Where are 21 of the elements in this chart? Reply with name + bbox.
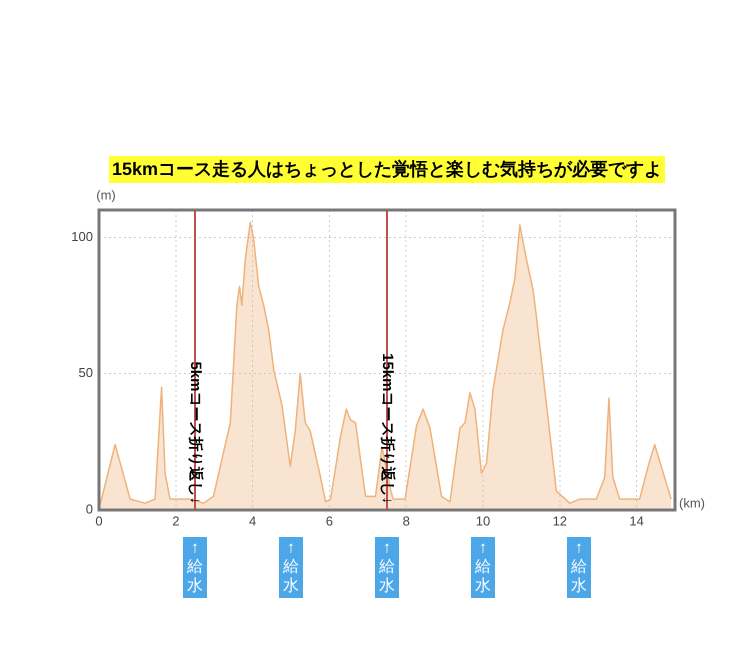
y-tick-label: 50 bbox=[78, 365, 93, 380]
x-tick-label: 14 bbox=[629, 513, 644, 528]
chart-title: 15kmコース走る人はちょっとした覚悟と楽しむ気持ちが必要ですよ bbox=[112, 158, 662, 179]
x-tick-label: 4 bbox=[248, 513, 256, 528]
x-tick-label: 6 bbox=[326, 513, 334, 528]
x-tick-label: 8 bbox=[402, 513, 410, 528]
y-tick-label: 0 bbox=[86, 502, 93, 517]
text: ↑給水 bbox=[474, 539, 491, 594]
text: ↑給水 bbox=[186, 539, 203, 594]
x-tick-label: 10 bbox=[476, 513, 490, 528]
text: ↑給水 bbox=[282, 539, 299, 594]
x-tick-label: 0 bbox=[95, 513, 103, 528]
y-tick-label: 100 bbox=[71, 228, 93, 244]
text: ↑給水 bbox=[378, 539, 395, 594]
x-axis-title: (km) bbox=[679, 496, 705, 511]
x-tick-label: 12 bbox=[552, 513, 568, 528]
text: ↑給水 bbox=[570, 539, 587, 594]
ref-line-label: 5kmコース折り返し↓ bbox=[186, 361, 204, 504]
x-tick-label: 2 bbox=[172, 513, 180, 528]
y-axis-title: (m) bbox=[96, 188, 116, 203]
ref-line-label: 15kmコース折り返し↓ bbox=[378, 353, 396, 504]
